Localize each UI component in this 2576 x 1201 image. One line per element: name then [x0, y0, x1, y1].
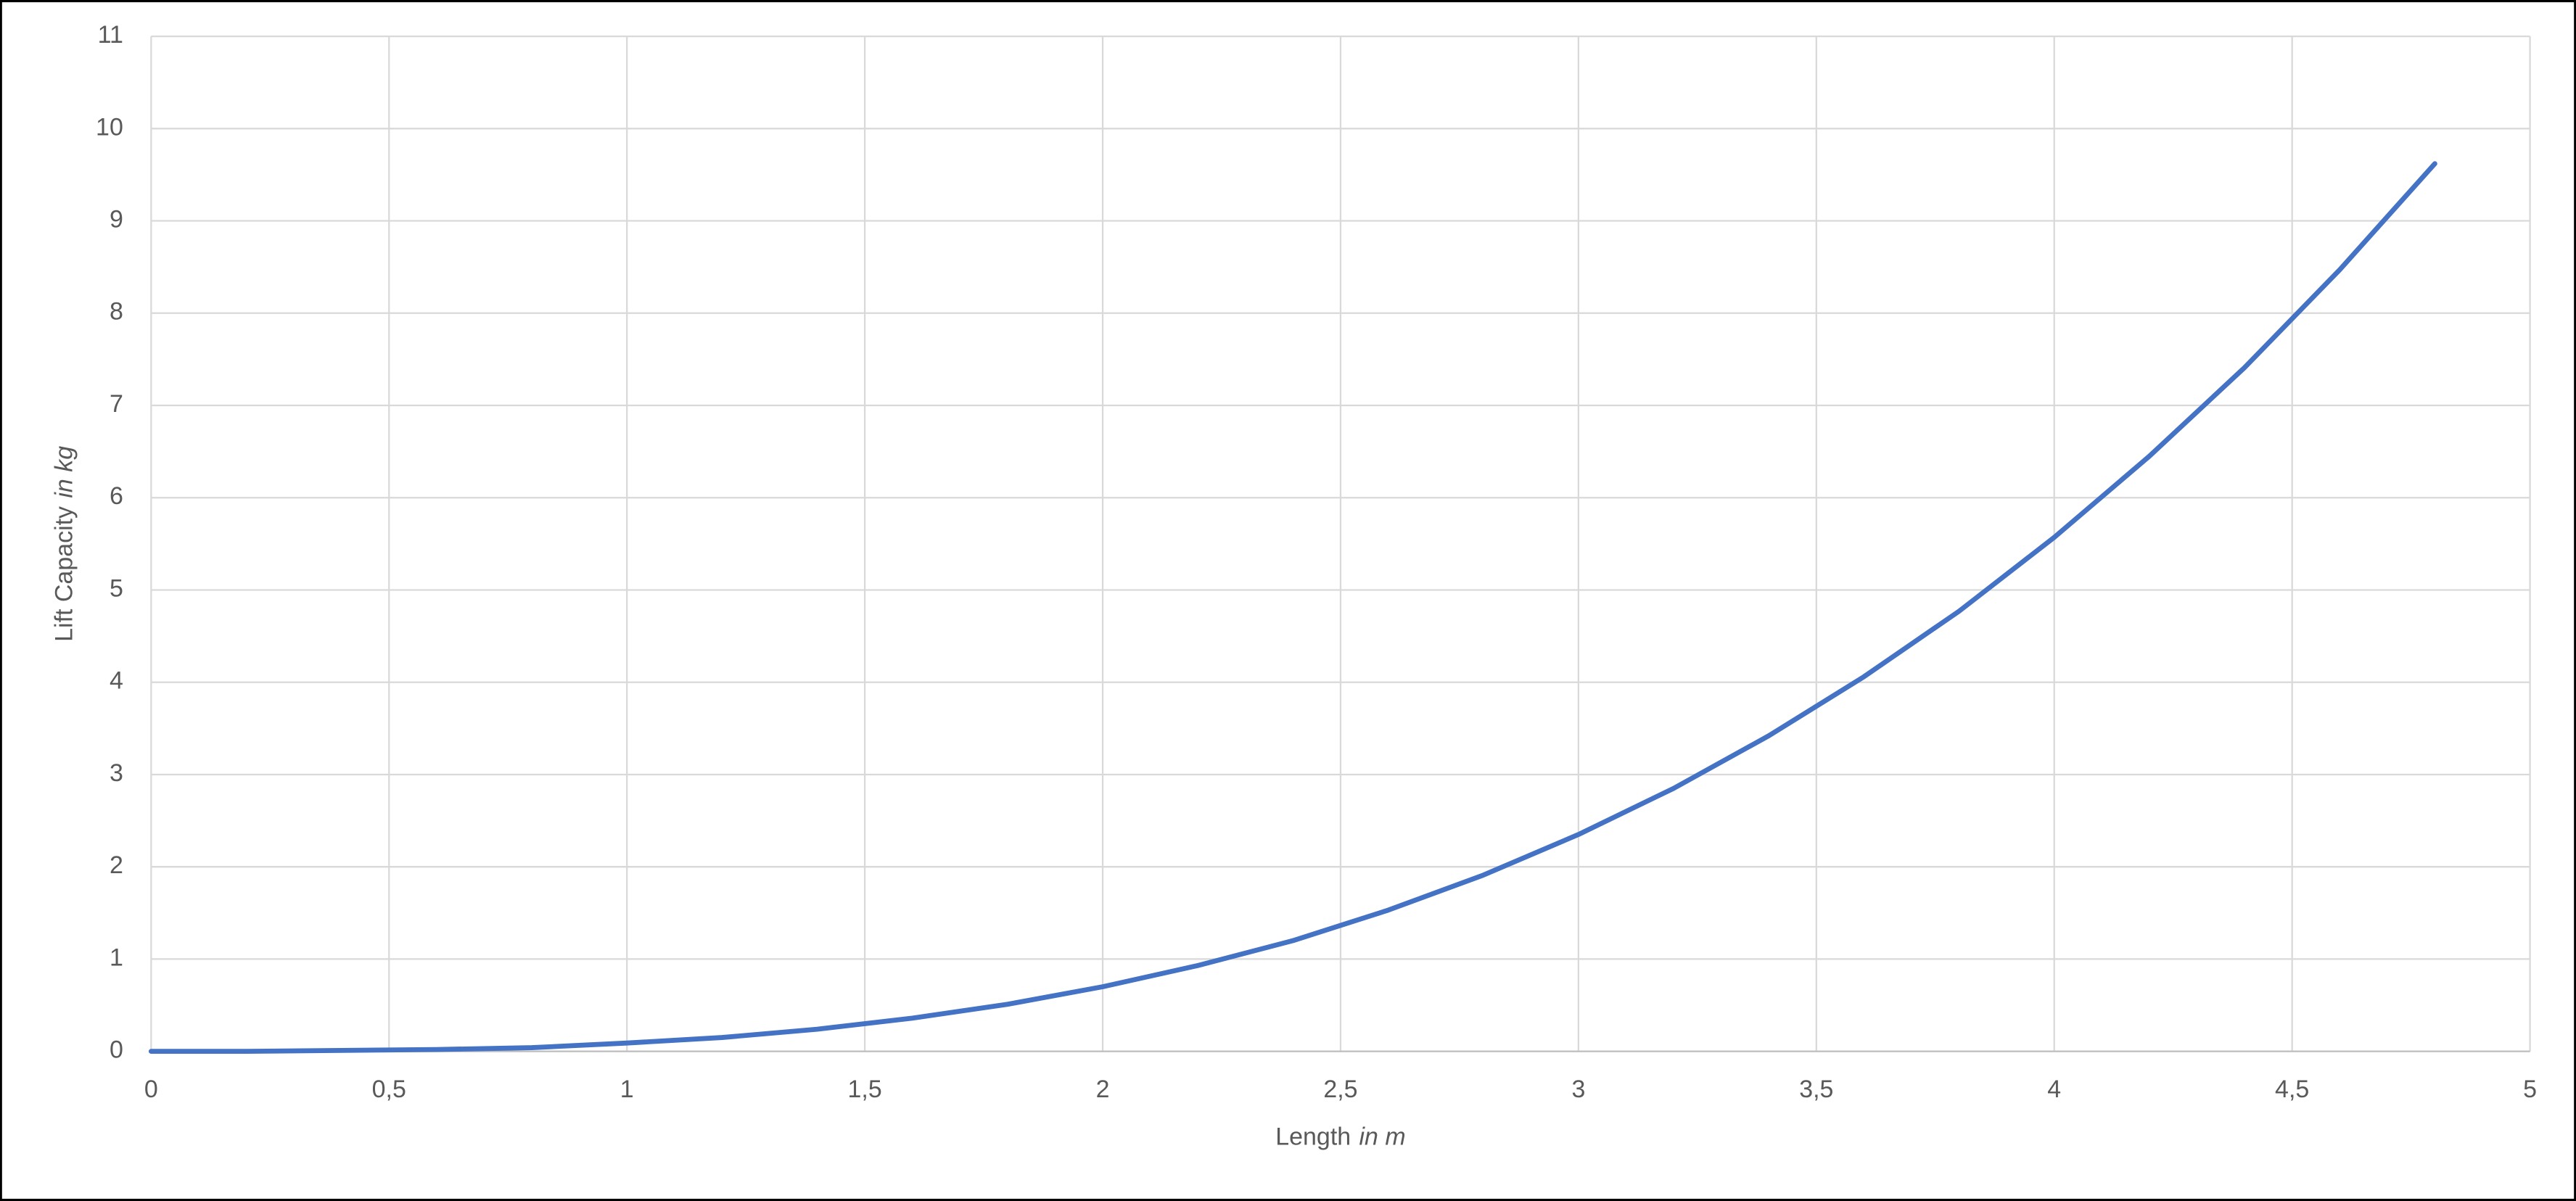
y-tick-label: 7: [110, 390, 123, 418]
y-axis-title-text: Lift Capacity: [51, 506, 78, 642]
x-tick-label: 0,5: [372, 1076, 406, 1103]
y-tick-label: 0: [110, 1036, 123, 1064]
y-tick-label: 3: [110, 759, 123, 787]
x-tick-label: 4: [2047, 1076, 2061, 1103]
x-axis-title-text: Length: [1275, 1123, 1351, 1151]
y-tick-label: 6: [110, 482, 123, 510]
x-tick-label: 3,5: [1799, 1076, 1833, 1103]
x-tick-label: 5: [2523, 1076, 2537, 1103]
y-axis-title: Lift Capacity in kg: [51, 446, 78, 642]
x-tick-label: 1: [620, 1076, 634, 1103]
x-tick-label: 4,5: [2275, 1076, 2309, 1103]
y-tick-label: 11: [98, 21, 123, 49]
y-tick-label: 4: [110, 667, 123, 695]
data-line: [148, 161, 2437, 1055]
y-tick-label: 8: [110, 298, 123, 326]
y-tick-label: 9: [110, 206, 123, 234]
y-axis-title-unit: in kg: [51, 446, 78, 498]
y-tick-label: 1: [110, 944, 123, 971]
x-tick-label: 3: [1571, 1076, 1585, 1103]
x-tick-label: 0: [144, 1076, 158, 1103]
x-axis-title-unit: in m: [1359, 1123, 1405, 1151]
x-tick-label: 1,5: [848, 1076, 882, 1103]
y-tick-label: 5: [110, 574, 123, 602]
x-tick-label: 2: [1096, 1076, 1110, 1103]
x-tick-label: 2,5: [1323, 1076, 1357, 1103]
y-tick-label: 10: [96, 113, 123, 141]
y-tick-label: 2: [110, 851, 123, 879]
x-axis-title: Length in m: [1275, 1123, 1405, 1151]
